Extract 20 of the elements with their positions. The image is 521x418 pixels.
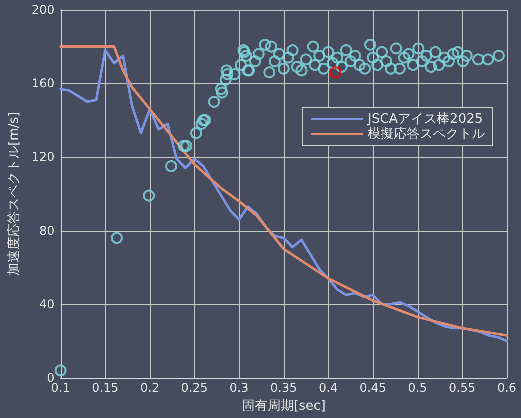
legend-label: 模擬応答スペクトル (368, 126, 485, 142)
x-axis-title: 固有周期[sec] (242, 399, 326, 414)
legend-label: JSCAアイス棒2025 (367, 112, 484, 127)
y-tick-label: 80 (40, 224, 55, 238)
x-tick-label: 0.1 (51, 381, 70, 395)
x-tick-label: 0.15 (92, 381, 119, 395)
y-tick-label: 120 (32, 150, 55, 164)
x-tick-label: 0.6 (497, 381, 517, 395)
x-tick-label: 0.2 (140, 381, 160, 395)
y-tick-label: 160 (32, 76, 55, 91)
y-axis-title: 加速度応答スペクトル[m/s] (6, 112, 22, 276)
y-tick-label: 40 (40, 297, 55, 312)
x-tick-label: 0.35 (270, 381, 298, 395)
y-tick-label: 200 (32, 3, 55, 17)
x-tick-label: 0.5 (408, 381, 428, 395)
x-tick-label: 0.4 (318, 381, 338, 395)
x-tick-label: 0.25 (181, 381, 208, 395)
x-tick-label: 0.45 (360, 381, 386, 395)
x-tick-label: 0.55 (449, 381, 476, 395)
x-tick-label: 0.3 (230, 381, 249, 395)
